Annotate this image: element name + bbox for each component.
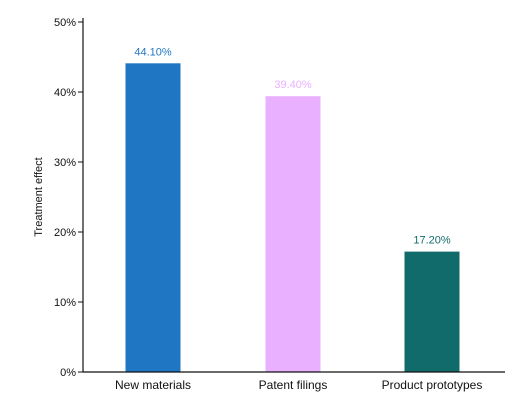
bar-data-label: 39.40% <box>274 79 312 91</box>
y-axis-ticks: 0% 10% 20% 30% 40% 50% <box>54 17 83 379</box>
bars <box>125 63 460 373</box>
bar <box>265 96 321 372</box>
y-tick-label: 10% <box>54 297 76 309</box>
x-category-label: Product prototypes <box>382 378 483 392</box>
y-tick-label: 30% <box>54 157 76 169</box>
data-labels: 44.10% 39.40% 17.20% <box>134 46 451 246</box>
y-tick-label: 20% <box>54 227 76 239</box>
bar <box>125 63 181 373</box>
x-axis-labels: New materials Patent filings Product proto… <box>115 378 482 392</box>
y-tick-label: 50% <box>54 17 76 29</box>
y-tick-label: 40% <box>54 87 76 99</box>
x-category-label: Patent filings <box>259 378 328 392</box>
bar-data-label: 44.10% <box>134 46 172 58</box>
x-category-label: New materials <box>115 378 191 392</box>
y-tick-label: 0% <box>60 367 76 379</box>
y-axis-title: Treatment effect <box>33 157 45 236</box>
bar <box>404 251 460 372</box>
bar-data-label: 17.20% <box>413 235 451 247</box>
